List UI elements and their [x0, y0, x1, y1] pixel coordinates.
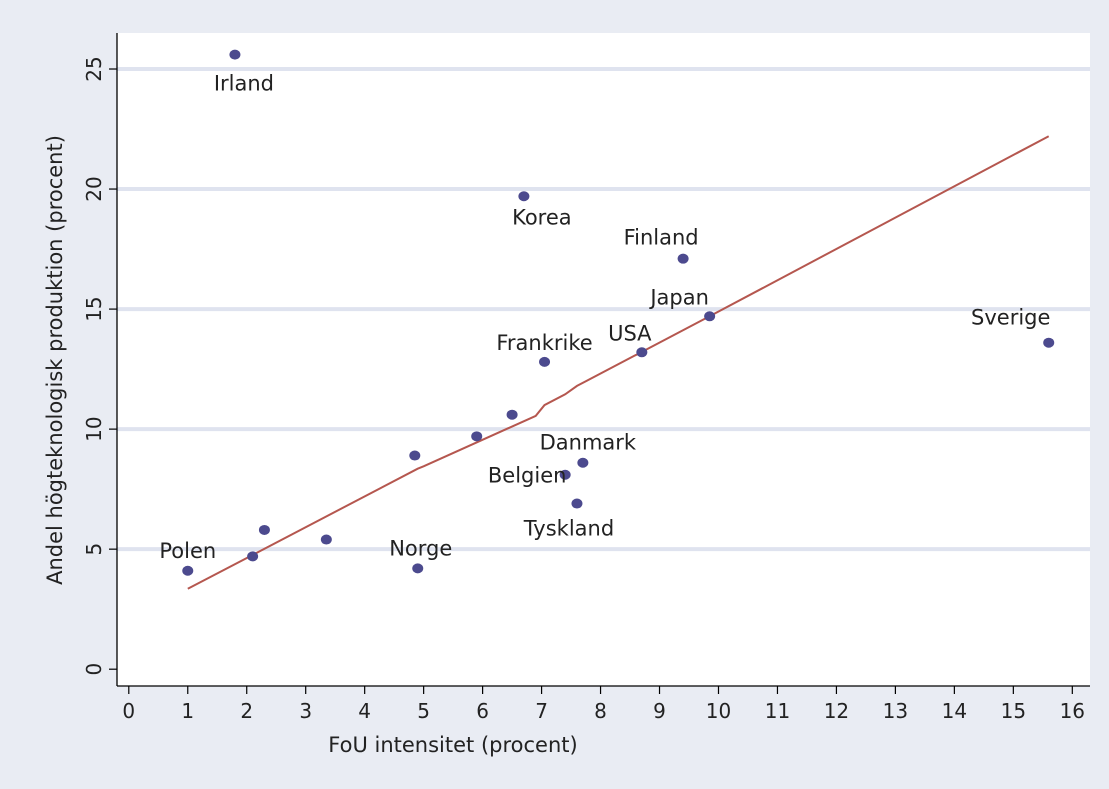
data-point [1043, 337, 1055, 348]
data-point [636, 347, 648, 358]
point-label: Japan [648, 285, 709, 309]
y-tick-label: 10 [82, 416, 106, 441]
data-point [577, 457, 589, 468]
data-point [559, 469, 571, 480]
data-point [471, 431, 483, 442]
data-point [539, 356, 551, 367]
x-axis-label: FoU intensitet (procent) [328, 733, 577, 757]
point-label: Sverige [971, 306, 1050, 330]
y-tick-label: 0 [82, 663, 106, 676]
data-points [182, 49, 1055, 576]
grid-lines [117, 67, 1090, 552]
x-tick-label: 5 [417, 699, 430, 723]
x-tick-label: 2 [240, 699, 253, 723]
point-label: Frankrike [496, 331, 592, 355]
point-labels: Irland Korea Finland Japan Sverige USA Frankri… [159, 72, 1050, 563]
x-tick-label: 13 [883, 699, 908, 723]
x-tick-label: 10 [706, 699, 731, 723]
data-point [506, 409, 518, 420]
point-label: Korea [512, 205, 572, 229]
point-label: Belgien [488, 464, 567, 488]
data-point [258, 524, 270, 535]
point-label: Tyskland [523, 517, 614, 541]
x-tick-label: 0 [122, 699, 135, 723]
plot-area [117, 33, 1090, 686]
data-point [412, 563, 424, 574]
data-point [320, 534, 332, 545]
y-tick-label: 15 [82, 296, 106, 321]
y-tick-label: 5 [82, 543, 106, 556]
data-point [229, 49, 241, 60]
data-point [704, 311, 716, 322]
point-label: Irland [214, 72, 274, 96]
x-tick-label: 14 [942, 699, 967, 723]
x-tick-label: 8 [594, 699, 607, 723]
data-point [518, 191, 530, 202]
x-tick-label: 9 [653, 699, 666, 723]
data-point [182, 565, 194, 576]
x-tick-label: 15 [1001, 699, 1026, 723]
fit-line [187, 135, 1050, 590]
x-tick-label: 11 [765, 699, 790, 723]
x-tick-label: 16 [1060, 699, 1085, 723]
fit-line-group [187, 135, 1050, 590]
x-tick-label: 3 [299, 699, 312, 723]
data-point [677, 253, 689, 264]
y-axis-label: Andel högteknologisk produktion (procent… [43, 135, 67, 585]
x-tick-label: 4 [358, 699, 371, 723]
y-tick-label: 25 [82, 56, 106, 81]
y-tick-label: 20 [82, 176, 106, 201]
point-label: Finland [624, 226, 699, 250]
data-point [409, 450, 421, 461]
point-label: Polen [159, 539, 216, 563]
x-tick-label: 6 [476, 699, 489, 723]
data-point [571, 498, 583, 509]
point-label: Norge [389, 536, 452, 560]
point-label: Danmark [540, 431, 637, 455]
point-label: USA [608, 321, 652, 345]
x-tick-label: 12 [824, 699, 849, 723]
x-tick-label: 7 [535, 699, 548, 723]
x-tick-label: 1 [181, 699, 194, 723]
data-point [247, 551, 259, 562]
